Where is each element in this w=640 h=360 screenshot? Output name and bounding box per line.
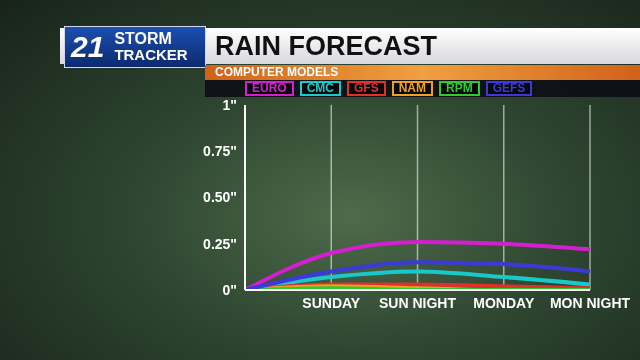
html-text:21 STORM: 21 STORM	[71, 30, 172, 63]
svg-text:0.75": 0.75"	[203, 143, 237, 159]
html-text:GFS: GFS	[354, 81, 379, 95]
html-text:NAM: NAM	[398, 81, 426, 95]
svg-text:0.25": 0.25"	[203, 236, 237, 252]
svg-text:0": 0"	[223, 282, 237, 298]
html-text:EURO: EURO	[252, 81, 287, 95]
svg-text:0.50": 0.50"	[203, 189, 237, 205]
svg-text:1": 1"	[223, 97, 237, 113]
html-text:COMPUTER MODELS: COMPUTER MODELS	[215, 65, 339, 79]
html-text:RPM: RPM	[446, 81, 473, 95]
svg-text:SUNDAY: SUNDAY	[302, 295, 360, 311]
html-text:RAIN FORECAST: RAIN FORECAST	[215, 31, 437, 61]
html-text:GEFS: GEFS	[492, 81, 526, 95]
svg-text:MONDAY: MONDAY	[473, 295, 535, 311]
svg-text:MON NIGHT: MON NIGHT	[550, 295, 631, 311]
html-text:TRACKER: TRACKER	[114, 46, 188, 63]
svg-text:SUN NIGHT: SUN NIGHT	[379, 295, 456, 311]
html-text:CMC: CMC	[306, 81, 334, 95]
